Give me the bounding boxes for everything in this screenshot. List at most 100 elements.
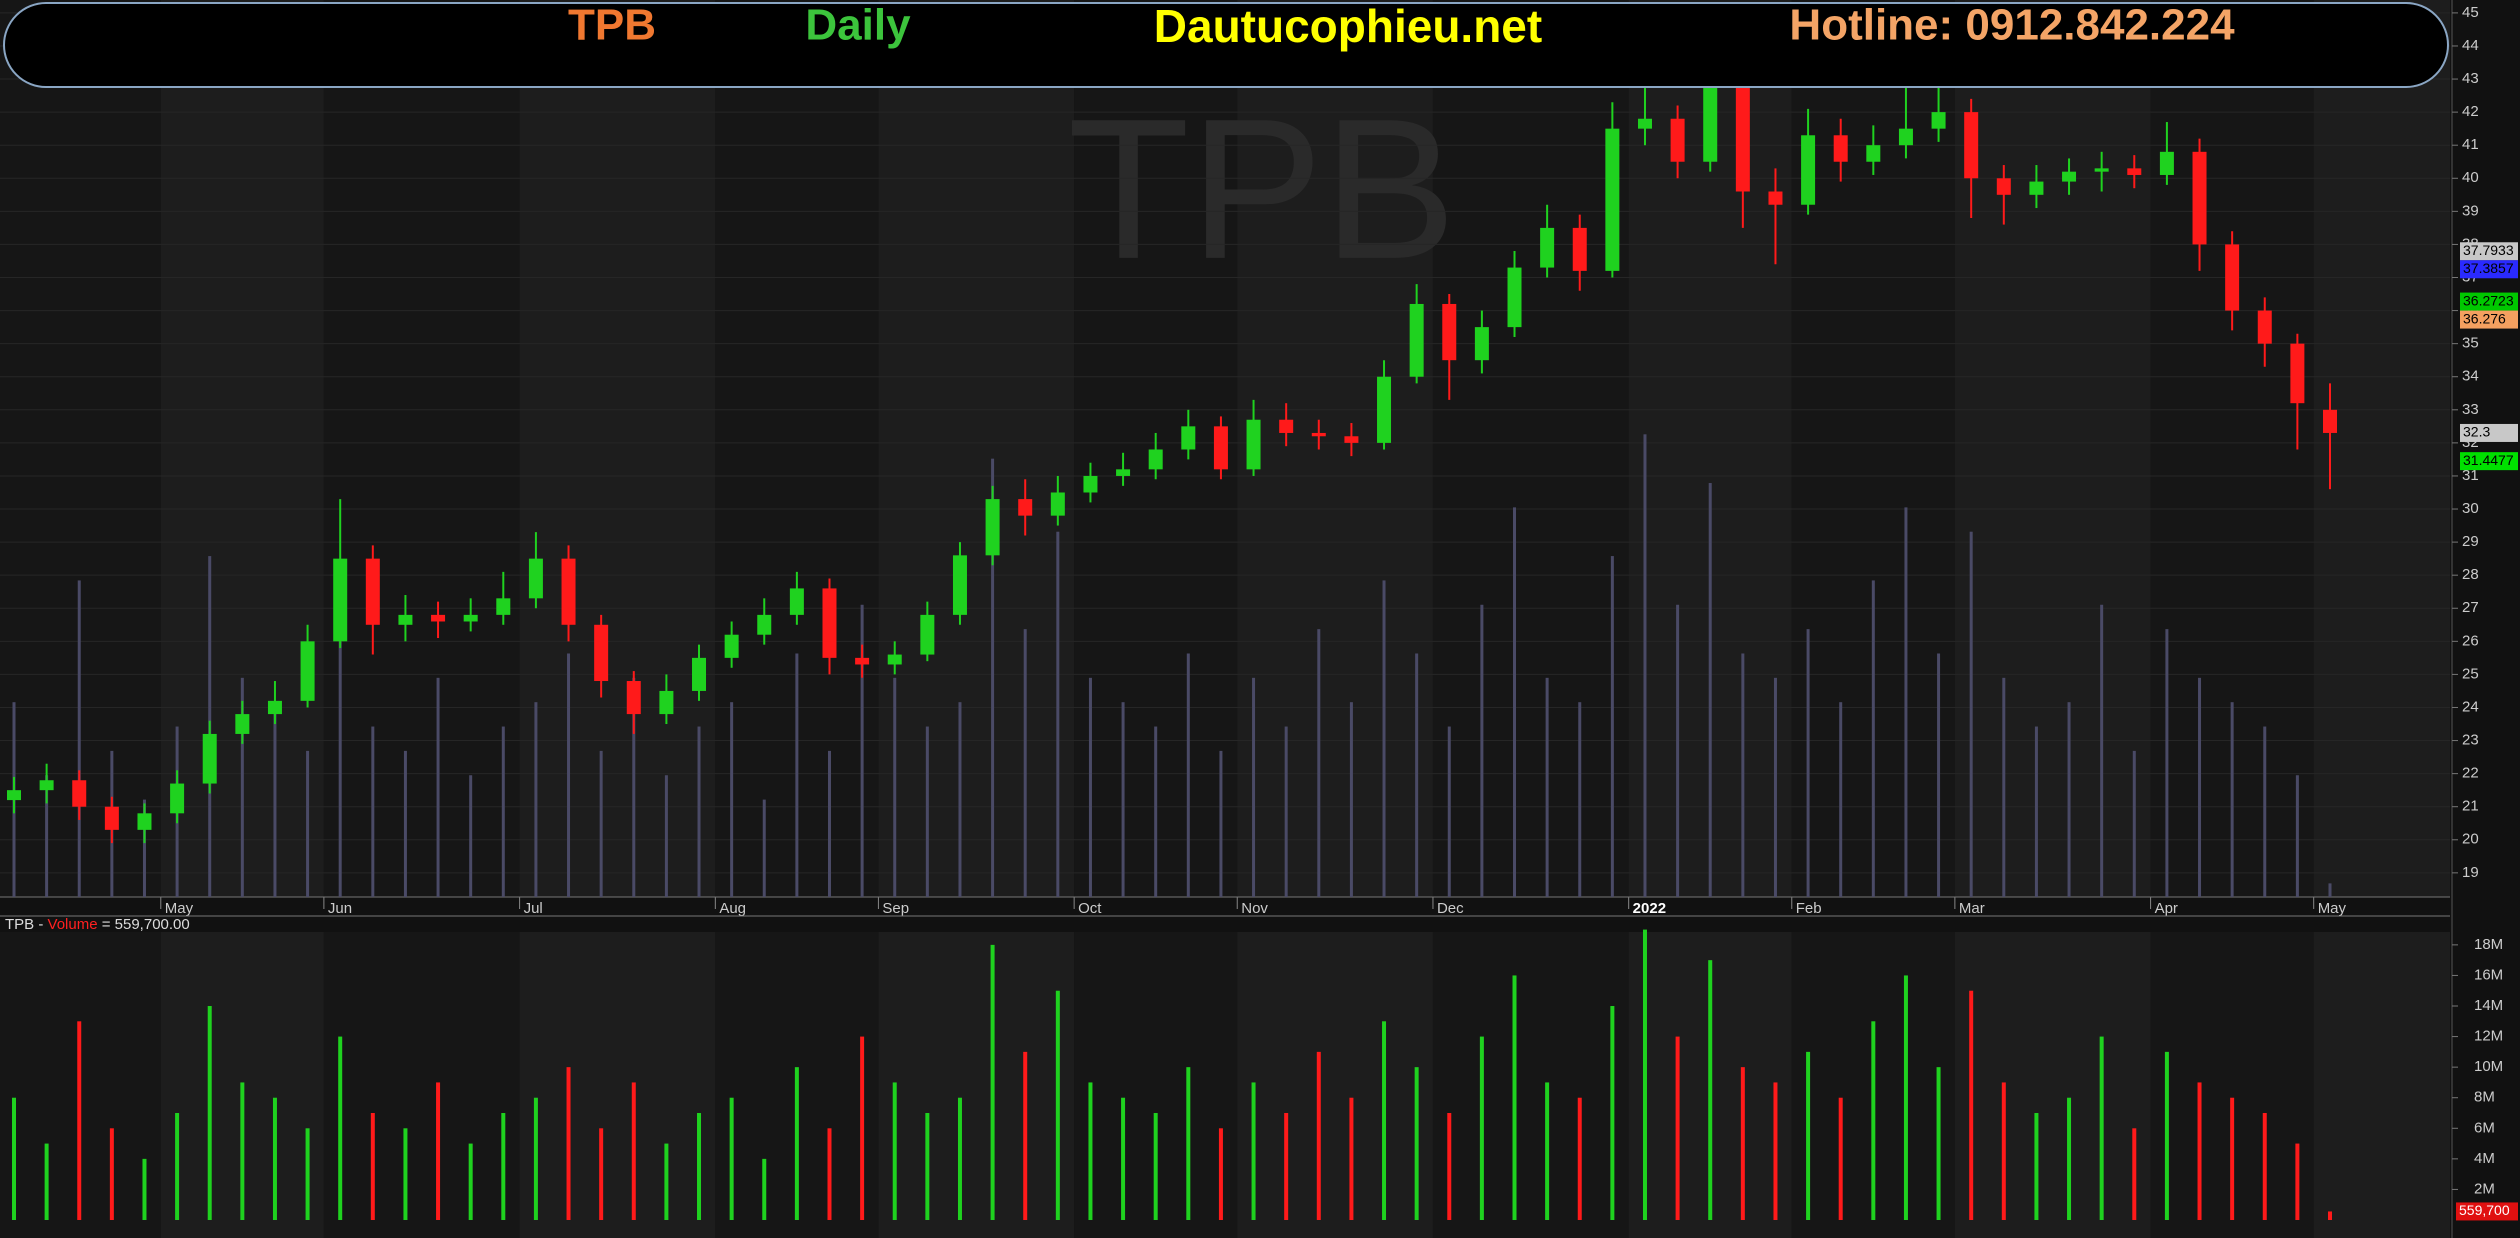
volume-ghost-bar — [697, 726, 701, 897]
x-tick-label: May — [165, 900, 194, 917]
volume-bar — [240, 1082, 245, 1220]
volume-bar — [1088, 1082, 1093, 1220]
volume-bar — [77, 1021, 82, 1220]
volume-ghost-bar — [501, 726, 505, 897]
volume-ghost-bar — [1154, 726, 1158, 897]
volume-bar — [272, 1097, 277, 1220]
candle-body — [1507, 267, 1522, 328]
month-band — [323, 932, 520, 1238]
volume-ghost-bar — [403, 750, 407, 897]
volume-ghost-bar — [1121, 702, 1125, 897]
candle-body — [1344, 436, 1359, 443]
volume-ghost-bar — [2295, 775, 2299, 897]
y-tick-label: 8M — [2474, 1089, 2495, 1106]
y-tick-label: 26 — [2462, 632, 2479, 649]
month-band — [323, 0, 520, 897]
volume-ghost-bar — [1415, 653, 1419, 897]
x-tick-label: 2022 — [1633, 900, 1666, 917]
volume-ghost-bar — [827, 750, 831, 897]
candle-body — [822, 588, 837, 658]
volume-bar — [1545, 1082, 1550, 1220]
volume-ghost-bar — [893, 677, 897, 897]
volume-bar — [2197, 1082, 2202, 1220]
volume-ghost-bar — [1317, 629, 1321, 897]
y-tick-label: 41 — [2462, 136, 2479, 153]
volume-bar — [1055, 990, 1060, 1220]
header-interval: Daily — [805, 1, 911, 50]
volume-bar — [1969, 990, 1974, 1220]
header-site: Dautucophieu.net — [1154, 0, 1542, 52]
volume-bar — [1251, 1082, 1256, 1220]
candle-body — [1474, 327, 1489, 361]
volume-bar — [1414, 1067, 1419, 1220]
legend-ticker: TPB - — [5, 916, 48, 933]
volume-ghost-bar — [142, 799, 146, 897]
candle-body — [1213, 426, 1228, 470]
month-band — [2313, 0, 2450, 897]
price-label-box — [2460, 310, 2518, 329]
volume-ghost-bar — [1741, 653, 1745, 897]
volume-bar — [1121, 1097, 1126, 1220]
month-band — [2313, 932, 2450, 1238]
volume-bar — [1806, 1051, 1811, 1220]
y-tick-label: 30 — [2462, 500, 2479, 517]
candle-body — [267, 700, 282, 715]
volume-bar — [1479, 1036, 1484, 1220]
candle-body — [1540, 227, 1555, 268]
volume-bar — [2164, 1051, 2169, 1220]
month-band — [878, 0, 1075, 897]
candle-body — [2159, 151, 2174, 175]
volume-ghost-bar — [1023, 629, 1027, 897]
volume-bar — [697, 1113, 702, 1220]
volume-ghost-bar — [2002, 677, 2006, 897]
month-band — [1237, 0, 1433, 897]
volume-bar — [2328, 1211, 2332, 1220]
candle-body — [2225, 244, 2240, 311]
volume-ghost-bar — [1252, 677, 1256, 897]
month-band — [1432, 932, 1629, 1238]
volume-ghost-bar — [1871, 580, 1875, 897]
y-tick-label: 24 — [2462, 698, 2479, 715]
volume-ghost-bar — [795, 653, 799, 897]
volume-bar — [109, 1128, 114, 1220]
volume-bar — [1838, 1097, 1843, 1220]
candle-body — [561, 558, 576, 625]
candle-body — [2323, 409, 2337, 433]
candle-body — [202, 733, 217, 784]
volume-ghost-bar — [2328, 883, 2332, 897]
volume-ghost-bar — [567, 653, 571, 897]
volume-bar — [1186, 1067, 1191, 1220]
volume-ghost-bar — [338, 604, 342, 897]
candle-body — [300, 641, 315, 701]
volume-bar — [207, 1006, 212, 1220]
volume-ghost-bar — [1806, 629, 1810, 897]
candle-body — [235, 714, 250, 734]
y-tick-label: 2M — [2474, 1180, 2495, 1197]
volume-bar — [1349, 1097, 1354, 1220]
volume-bar — [1447, 1113, 1452, 1220]
candle-body — [39, 780, 54, 791]
candle-body — [1866, 145, 1881, 162]
volume-bar — [631, 1082, 636, 1220]
volume-ghost-bar — [1545, 677, 1549, 897]
candle-body — [2062, 171, 2077, 182]
candle-body — [2257, 310, 2272, 344]
price-label-box — [2460, 242, 2518, 261]
volume-bar — [533, 1097, 538, 1220]
volume-bar — [305, 1128, 310, 1220]
volume-ghost-bar — [2034, 726, 2038, 897]
volume-ghost-bar — [240, 677, 244, 897]
volume-bar — [44, 1143, 49, 1220]
legend-name: Volume — [48, 916, 98, 933]
volume-ghost-bar — [469, 775, 473, 897]
volume-bar — [1740, 1067, 1745, 1220]
month-band — [1432, 0, 1629, 897]
header-banner — [3, 2, 2449, 88]
volume-ghost-bar — [1578, 702, 1582, 897]
candle-body — [72, 780, 87, 807]
volume-last-label: 559,700 — [2459, 1202, 2510, 1218]
candle-body — [1833, 135, 1848, 162]
x-tick-label: Oct — [1078, 900, 1102, 917]
y-tick-label: 28 — [2462, 566, 2479, 583]
candle-body — [528, 558, 543, 599]
